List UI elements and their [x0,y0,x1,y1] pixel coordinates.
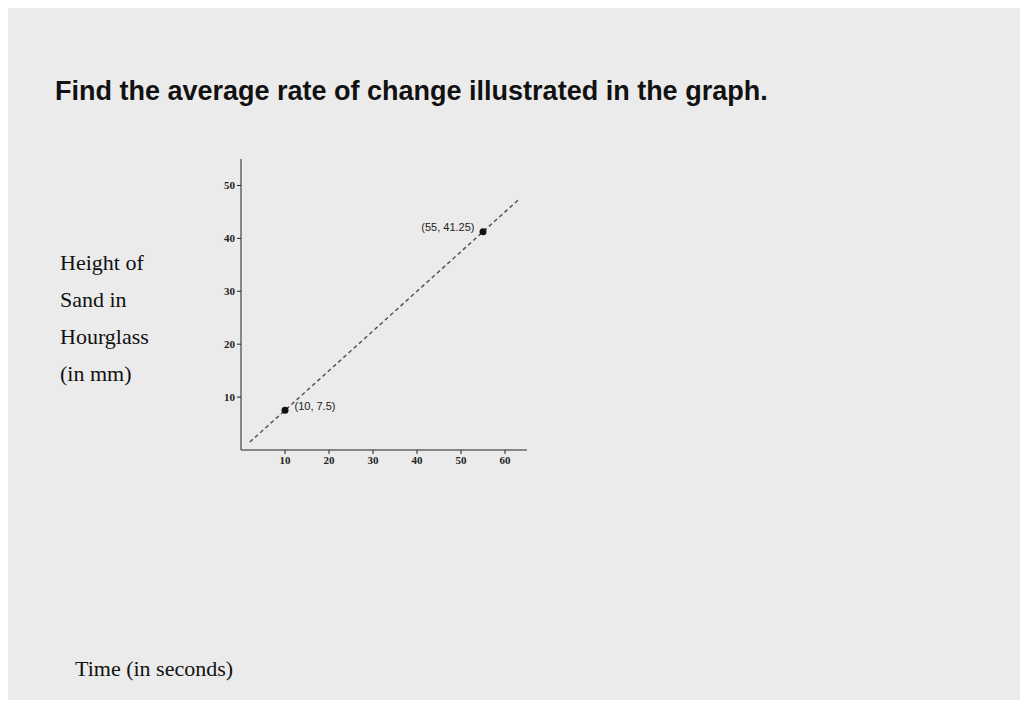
svg-text:(55, 41.25): (55, 41.25) [421,221,474,233]
svg-text:10: 10 [224,391,236,403]
svg-text:50: 50 [224,179,236,191]
svg-text:(10, 7.5): (10, 7.5) [294,400,335,412]
html-text:(in mm): (in mm) [60,361,132,386]
html-text:Time (in seconds): Time (in seconds) [75,656,234,681]
svg-text:10: 10 [280,454,292,466]
svg-text:20: 20 [324,454,336,466]
html-text:Find the average rate of chang: Find the average rate of change illustra… [55,76,768,106]
svg-text:60: 60 [500,454,512,466]
svg-text:30: 30 [368,454,380,466]
svg-text:20: 20 [224,338,236,350]
html-text:Hourglass: Hourglass [60,324,149,349]
html-text:Sand in: Sand in [60,287,127,312]
html-text:Height of: Height of [60,250,144,275]
svg-text:30: 30 [224,285,236,297]
svg-text:40: 40 [412,454,424,466]
svg-text:50: 50 [456,454,468,466]
svg-text:40: 40 [224,232,236,244]
